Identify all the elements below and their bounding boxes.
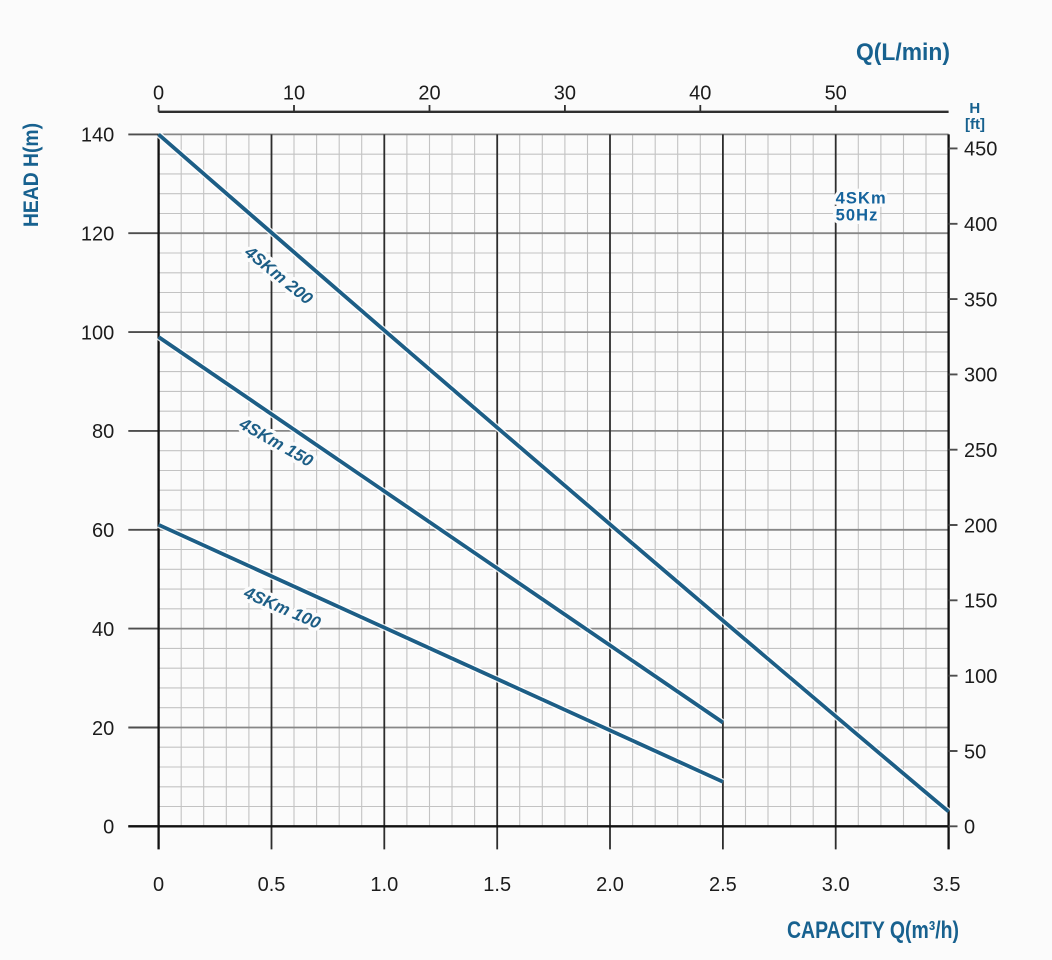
svg-text:20: 20 <box>92 718 114 740</box>
svg-text:120: 120 <box>81 224 114 246</box>
svg-text:0: 0 <box>103 817 114 839</box>
svg-text:30: 30 <box>554 83 576 105</box>
svg-text:50: 50 <box>825 83 847 105</box>
svg-text:0: 0 <box>153 83 164 105</box>
svg-text:20: 20 <box>418 83 440 105</box>
svg-text:350: 350 <box>964 289 997 311</box>
svg-text:100: 100 <box>81 322 114 344</box>
svg-text:HEAD H(m): HEAD H(m) <box>20 123 43 227</box>
svg-text:Q(L/min): Q(L/min) <box>856 39 950 66</box>
svg-text:140: 140 <box>81 125 114 147</box>
svg-text:0.5: 0.5 <box>258 874 286 896</box>
svg-text:0: 0 <box>964 817 975 839</box>
svg-text:1.0: 1.0 <box>370 874 398 896</box>
svg-text:400: 400 <box>964 214 997 236</box>
svg-text:3.0: 3.0 <box>822 874 850 896</box>
svg-text:[ft]: [ft] <box>965 116 985 133</box>
svg-text:2.0: 2.0 <box>596 874 624 896</box>
svg-text:1.5: 1.5 <box>483 874 511 896</box>
svg-text:CAPACITY Q(m³/h): CAPACITY Q(m³/h) <box>787 917 959 944</box>
svg-text:300: 300 <box>964 365 997 387</box>
svg-text:200: 200 <box>964 515 997 537</box>
svg-text:100: 100 <box>964 666 997 688</box>
svg-text:3.5: 3.5 <box>933 874 961 896</box>
svg-text:40: 40 <box>92 619 114 641</box>
svg-text:50: 50 <box>964 741 986 763</box>
svg-text:80: 80 <box>92 421 114 443</box>
svg-text:4SKm: 4SKm <box>836 190 887 208</box>
svg-text:50Hz: 50Hz <box>836 207 879 225</box>
svg-text:150: 150 <box>964 591 997 613</box>
svg-text:H: H <box>969 100 980 117</box>
svg-text:250: 250 <box>964 440 997 462</box>
svg-text:40: 40 <box>689 83 711 105</box>
svg-text:60: 60 <box>92 520 114 542</box>
svg-text:2.5: 2.5 <box>709 874 737 896</box>
svg-text:10: 10 <box>283 83 305 105</box>
svg-text:450: 450 <box>964 139 997 161</box>
svg-text:0: 0 <box>153 874 164 896</box>
